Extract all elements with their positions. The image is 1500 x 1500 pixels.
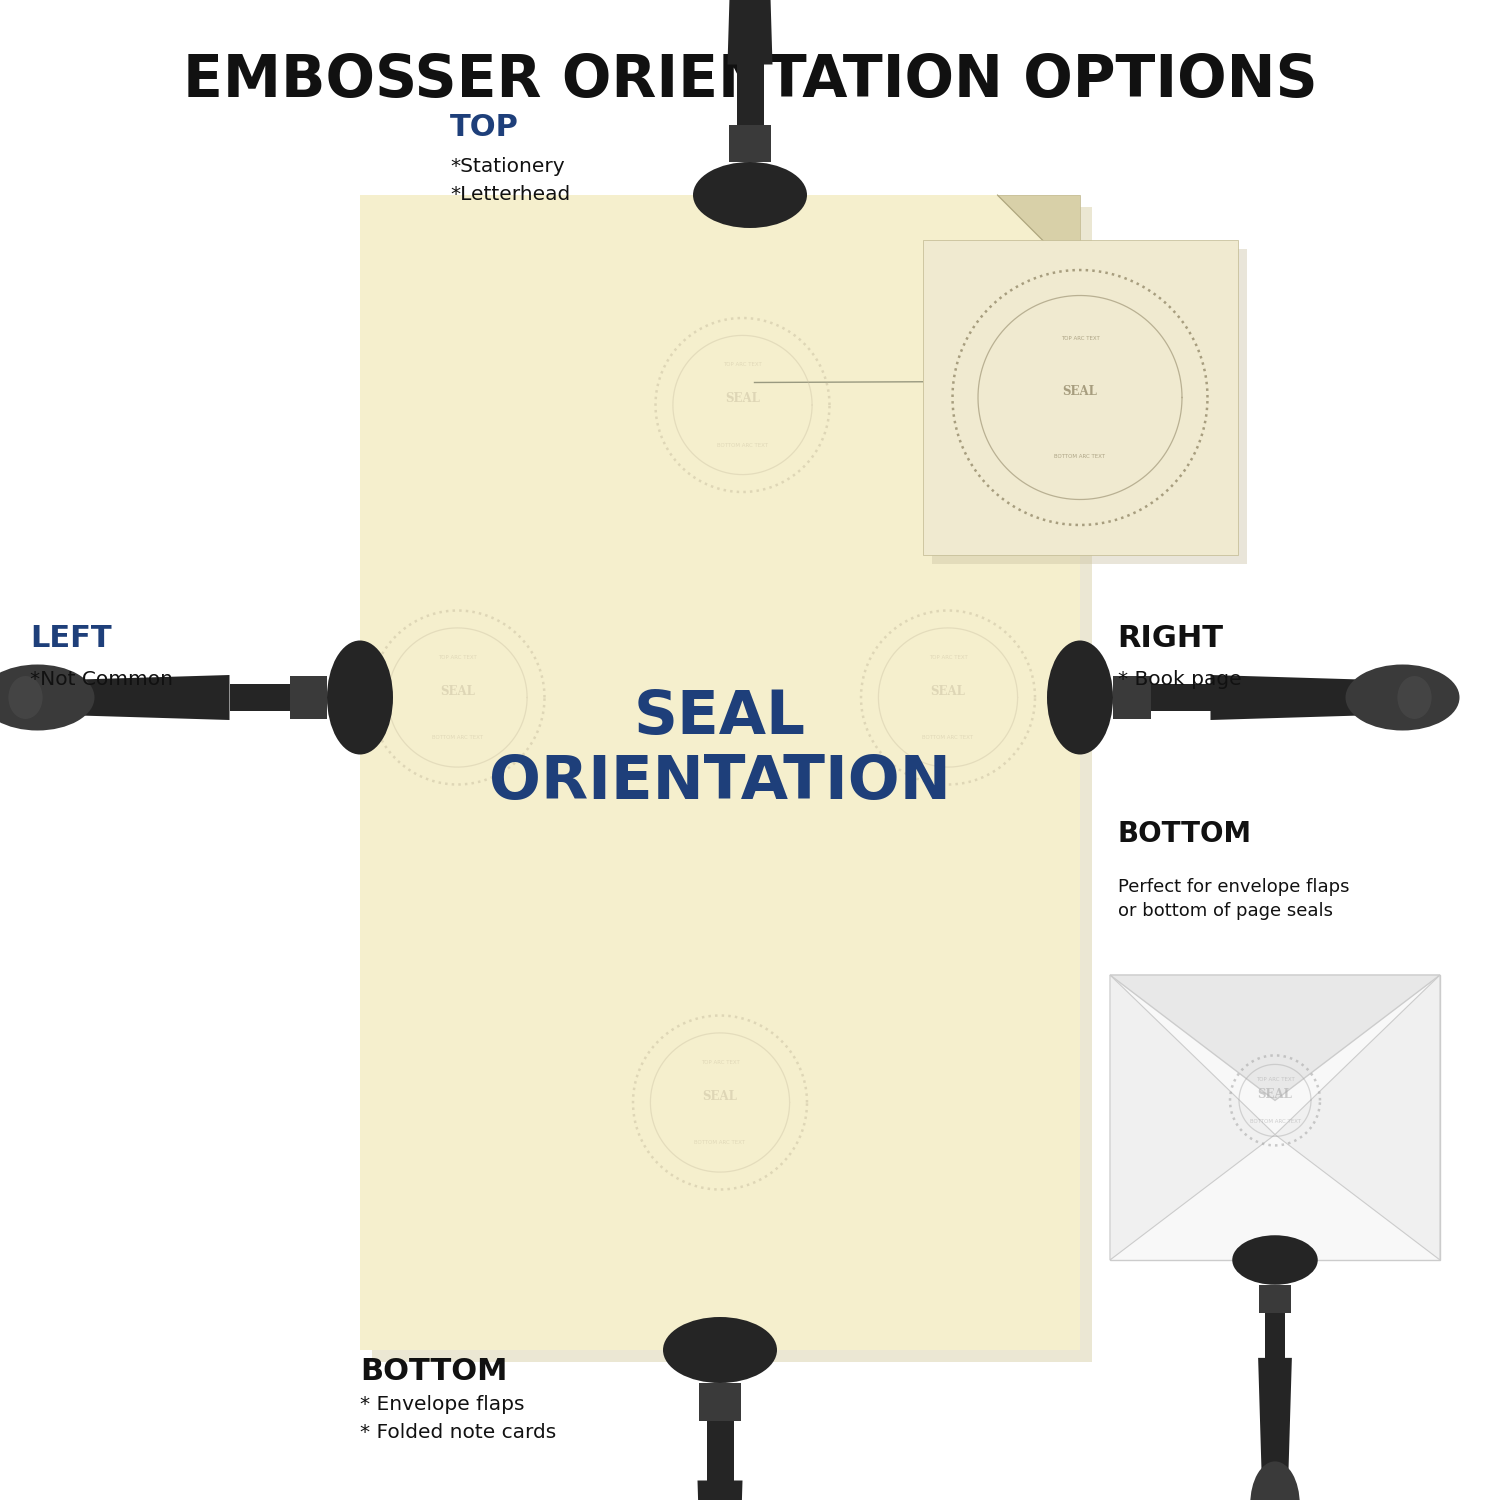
Text: BOTTOM ARC TEXT: BOTTOM ARC TEXT (717, 442, 768, 448)
Text: Perfect for envelope flaps
or bottom of page seals: Perfect for envelope flaps or bottom of … (1118, 878, 1348, 921)
FancyBboxPatch shape (290, 676, 327, 718)
Text: SEAL: SEAL (724, 393, 760, 405)
Text: BOTTOM ARC TEXT: BOTTOM ARC TEXT (922, 735, 974, 741)
Polygon shape (698, 1480, 742, 1500)
Text: *Not Common: *Not Common (30, 670, 172, 690)
Text: *Stationery
*Letterhead: *Stationery *Letterhead (450, 158, 570, 204)
Bar (1150, 684, 1210, 711)
Text: TOP: TOP (450, 114, 519, 142)
Text: TOP ARC TEXT: TOP ARC TEXT (700, 1059, 740, 1065)
Bar (706, 1420, 734, 1480)
Ellipse shape (1346, 664, 1460, 730)
Ellipse shape (9, 676, 42, 718)
Text: BOTTOM: BOTTOM (360, 1358, 507, 1386)
Bar (1110, 975, 1440, 1260)
Text: TOP ARC TEXT: TOP ARC TEXT (438, 654, 477, 660)
Text: TOP ARC TEXT: TOP ARC TEXT (1060, 336, 1100, 340)
Text: EMBOSSER ORIENTATION OPTIONS: EMBOSSER ORIENTATION OPTIONS (183, 53, 1317, 110)
FancyBboxPatch shape (729, 124, 771, 162)
Polygon shape (80, 675, 230, 720)
Bar (230, 684, 290, 711)
Text: BOTTOM ARC TEXT: BOTTOM ARC TEXT (694, 1140, 746, 1146)
FancyBboxPatch shape (699, 1383, 741, 1420)
Text: BOTTOM ARC TEXT: BOTTOM ARC TEXT (1250, 1119, 1300, 1124)
Ellipse shape (1233, 1236, 1317, 1284)
Polygon shape (1275, 975, 1440, 1260)
Text: SEAL: SEAL (930, 686, 966, 698)
Polygon shape (1110, 975, 1440, 1101)
Text: BOTTOM ARC TEXT: BOTTOM ARC TEXT (432, 735, 483, 741)
Text: SEAL: SEAL (702, 1090, 738, 1102)
Bar (360, 195, 1080, 1350)
FancyBboxPatch shape (1260, 1284, 1290, 1312)
Bar (922, 240, 1238, 555)
Polygon shape (1258, 1358, 1292, 1470)
Ellipse shape (0, 664, 94, 730)
Text: TOP ARC TEXT: TOP ARC TEXT (1256, 1077, 1294, 1082)
Ellipse shape (693, 162, 807, 228)
Bar (736, 64, 764, 125)
Ellipse shape (1047, 640, 1113, 754)
Bar (932, 249, 1246, 564)
Text: RIGHT: RIGHT (1118, 624, 1224, 652)
Text: BOTTOM ARC TEXT: BOTTOM ARC TEXT (1054, 454, 1106, 459)
Text: TOP ARC TEXT: TOP ARC TEXT (723, 362, 762, 368)
Text: SEAL
ORIENTATION: SEAL ORIENTATION (489, 687, 951, 813)
FancyBboxPatch shape (1113, 676, 1150, 718)
Ellipse shape (1251, 1461, 1299, 1500)
Text: * Book page: * Book page (1118, 670, 1240, 690)
Bar (1264, 1312, 1286, 1358)
Polygon shape (1210, 675, 1360, 720)
Text: * Envelope flaps
* Folded note cards: * Envelope flaps * Folded note cards (360, 1395, 556, 1441)
Ellipse shape (663, 1317, 777, 1383)
Polygon shape (728, 0, 772, 64)
Text: SEAL: SEAL (440, 686, 476, 698)
Text: TOP ARC TEXT: TOP ARC TEXT (928, 654, 968, 660)
Polygon shape (998, 195, 1080, 278)
Ellipse shape (1398, 676, 1431, 718)
Polygon shape (1110, 975, 1275, 1260)
Text: LEFT: LEFT (30, 624, 111, 652)
Bar (372, 207, 1092, 1362)
Text: BOTTOM: BOTTOM (1118, 819, 1251, 848)
Text: SEAL: SEAL (1257, 1088, 1293, 1101)
Ellipse shape (327, 640, 393, 754)
Text: SEAL: SEAL (1062, 386, 1098, 398)
